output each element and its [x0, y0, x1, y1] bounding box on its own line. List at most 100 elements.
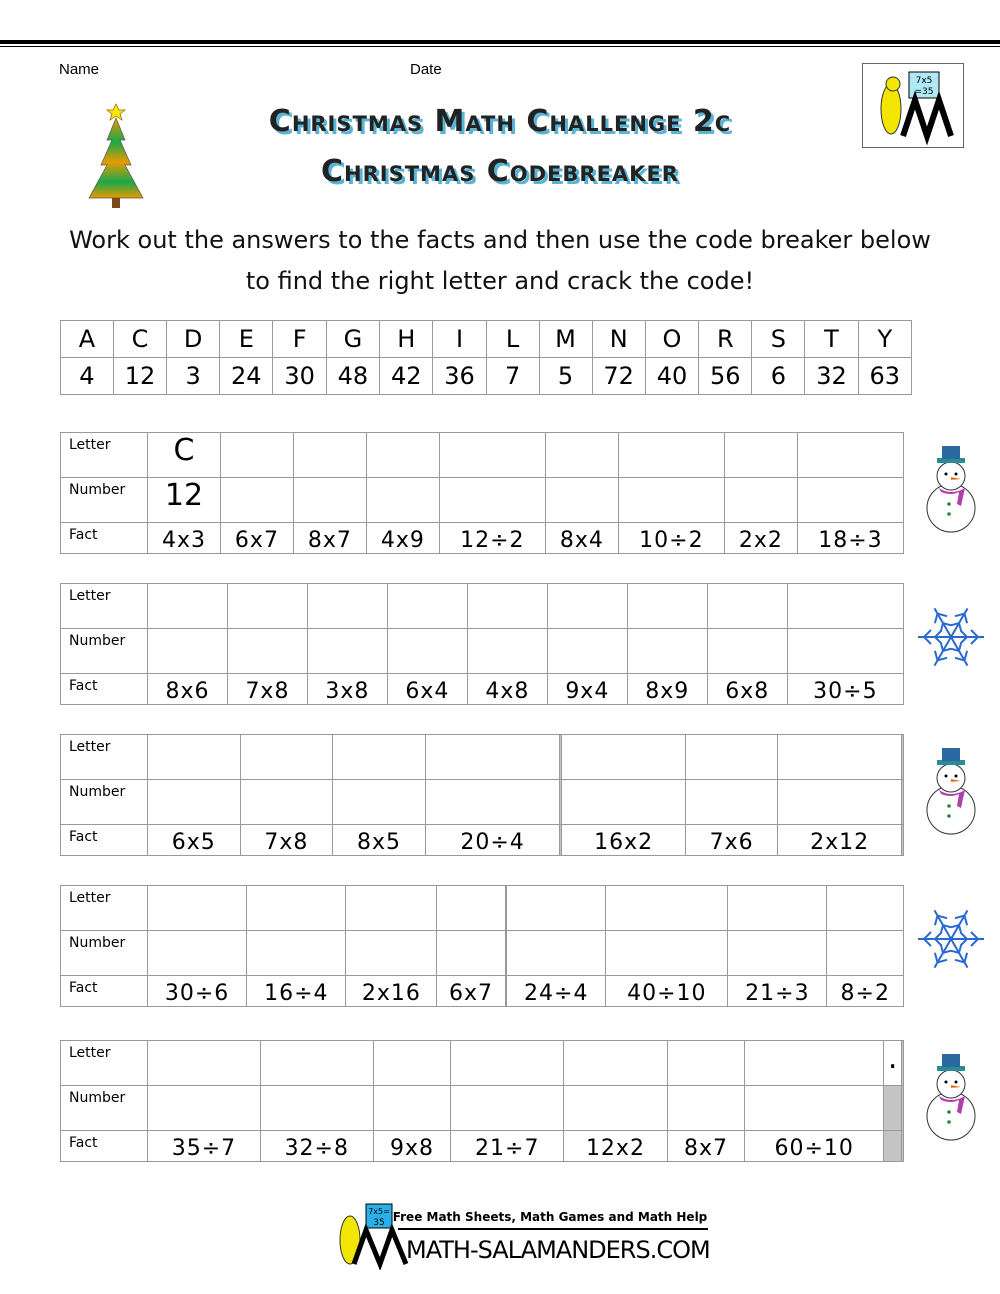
- letter-cell[interactable]: [777, 734, 902, 780]
- number-cell[interactable]: [506, 930, 607, 976]
- number-cell[interactable]: 12: [147, 477, 221, 523]
- number-cell[interactable]: [372, 1085, 452, 1131]
- number-cell[interactable]: [146, 930, 248, 976]
- letter-cell[interactable]: [706, 583, 788, 629]
- number-cell[interactable]: [226, 628, 308, 674]
- letter-cell[interactable]: [546, 583, 628, 629]
- letter-cell[interactable]: [365, 432, 440, 478]
- number-cell[interactable]: [617, 477, 725, 523]
- letter-cell[interactable]: [450, 1040, 565, 1086]
- number-cell[interactable]: [292, 477, 367, 523]
- fact-row: Fact 35÷7 32÷8 9x8 21÷7 12x2 8x7 60÷10: [60, 1130, 904, 1162]
- letter-cell[interactable]: [239, 734, 334, 780]
- number-cell[interactable]: [563, 1085, 668, 1131]
- fact-row: Fact 30÷6 16÷4 2x16 6x7 24÷4 40÷10 21÷3 8÷2: [60, 975, 904, 1007]
- number-cell[interactable]: [744, 1085, 885, 1131]
- letter-cell[interactable]: [259, 1040, 374, 1086]
- number-cell[interactable]: [605, 930, 729, 976]
- letter-cell[interactable]: [901, 1040, 904, 1086]
- number-cell[interactable]: [436, 930, 506, 976]
- letter-cell[interactable]: [796, 432, 905, 478]
- letter-cell[interactable]: .: [883, 1040, 903, 1086]
- number-cell[interactable]: [450, 1085, 565, 1131]
- number-cell[interactable]: [786, 628, 905, 674]
- letter-cell[interactable]: [147, 583, 228, 629]
- number-cell[interactable]: [306, 628, 388, 674]
- number-cell[interactable]: [546, 628, 628, 674]
- number-cell[interactable]: [544, 477, 619, 523]
- letter-cell[interactable]: [506, 885, 607, 931]
- letter-cell[interactable]: [786, 583, 905, 629]
- letter-cell[interactable]: [147, 1040, 261, 1086]
- fact-cell: 8x4: [544, 522, 619, 554]
- fact-cell: 8x5: [332, 824, 426, 856]
- letter-cell[interactable]: [146, 885, 248, 931]
- number-cell[interactable]: [239, 779, 334, 825]
- code-letter: M: [538, 320, 593, 358]
- number-cell[interactable]: [438, 477, 546, 523]
- letter-cell[interactable]: [826, 885, 904, 931]
- number-cell[interactable]: [259, 1085, 374, 1131]
- number-cell[interactable]: [147, 779, 241, 825]
- letter-cell[interactable]: [332, 734, 426, 780]
- number-cell[interactable]: [386, 628, 468, 674]
- fact-cell: 4x8: [466, 673, 548, 705]
- letter-cell[interactable]: [605, 885, 729, 931]
- number-cell[interactable]: [561, 779, 686, 825]
- number-cell[interactable]: [666, 1085, 746, 1131]
- letter-cell[interactable]: [424, 734, 561, 780]
- letter-cell[interactable]: [438, 432, 546, 478]
- letter-cell[interactable]: [900, 734, 905, 780]
- letter-cell[interactable]: [617, 432, 725, 478]
- number-cell[interactable]: [901, 1085, 904, 1131]
- number-cell[interactable]: [219, 477, 294, 523]
- number-cell[interactable]: [723, 477, 798, 523]
- letter-cell[interactable]: [466, 583, 548, 629]
- code-number: 72: [591, 357, 646, 395]
- number-cell[interactable]: [466, 628, 548, 674]
- number-cell[interactable]: [727, 930, 828, 976]
- letter-cell[interactable]: [436, 885, 506, 931]
- fact-cell: 40÷10: [605, 975, 729, 1007]
- letter-cell[interactable]: C: [147, 432, 221, 478]
- letter-cell[interactable]: [561, 734, 686, 780]
- letter-cell[interactable]: [386, 583, 468, 629]
- letter-cell[interactable]: [372, 1040, 452, 1086]
- letter-row: Letter: [60, 885, 904, 931]
- number-cell[interactable]: [365, 477, 440, 523]
- number-cell[interactable]: [147, 1085, 261, 1131]
- number-cell[interactable]: [424, 779, 561, 825]
- number-cell[interactable]: [826, 930, 904, 976]
- number-cell[interactable]: [345, 930, 438, 976]
- letter-cell[interactable]: [544, 432, 619, 478]
- letter-cell[interactable]: [219, 432, 294, 478]
- letter-cell[interactable]: [345, 885, 438, 931]
- fact-cell: 16x2: [561, 824, 686, 856]
- number-cell[interactable]: [900, 779, 905, 825]
- number-cell[interactable]: [684, 779, 779, 825]
- number-cell[interactable]: [796, 477, 905, 523]
- letter-cell[interactable]: [563, 1040, 668, 1086]
- letter-cell[interactable]: [723, 432, 798, 478]
- number-cell[interactable]: [777, 779, 902, 825]
- number-cell[interactable]: [246, 930, 347, 976]
- letter-cell[interactable]: [744, 1040, 885, 1086]
- letter-cell[interactable]: [292, 432, 367, 478]
- number-cell[interactable]: [332, 779, 426, 825]
- letter-cell[interactable]: [147, 734, 241, 780]
- number-cell[interactable]: [147, 628, 228, 674]
- number-cell[interactable]: [706, 628, 788, 674]
- letter-cell[interactable]: [626, 583, 708, 629]
- letter-cell[interactable]: [246, 885, 347, 931]
- letter-cell[interactable]: [306, 583, 388, 629]
- number-cell[interactable]: [626, 628, 708, 674]
- fact-cell: 18÷3: [796, 522, 905, 554]
- letter-cell[interactable]: [666, 1040, 746, 1086]
- fact-cell: 8x9: [626, 673, 708, 705]
- fact-row-label: Fact: [60, 975, 148, 1007]
- fact-row: Fact 8x6 7x8 3x8 6x4 4x8 9x4 8x9 6x8 30÷5: [60, 673, 905, 705]
- letter-cell[interactable]: [727, 885, 828, 931]
- letter-cell[interactable]: [226, 583, 308, 629]
- letter-cell[interactable]: [684, 734, 779, 780]
- number-cell[interactable]: [883, 1085, 903, 1131]
